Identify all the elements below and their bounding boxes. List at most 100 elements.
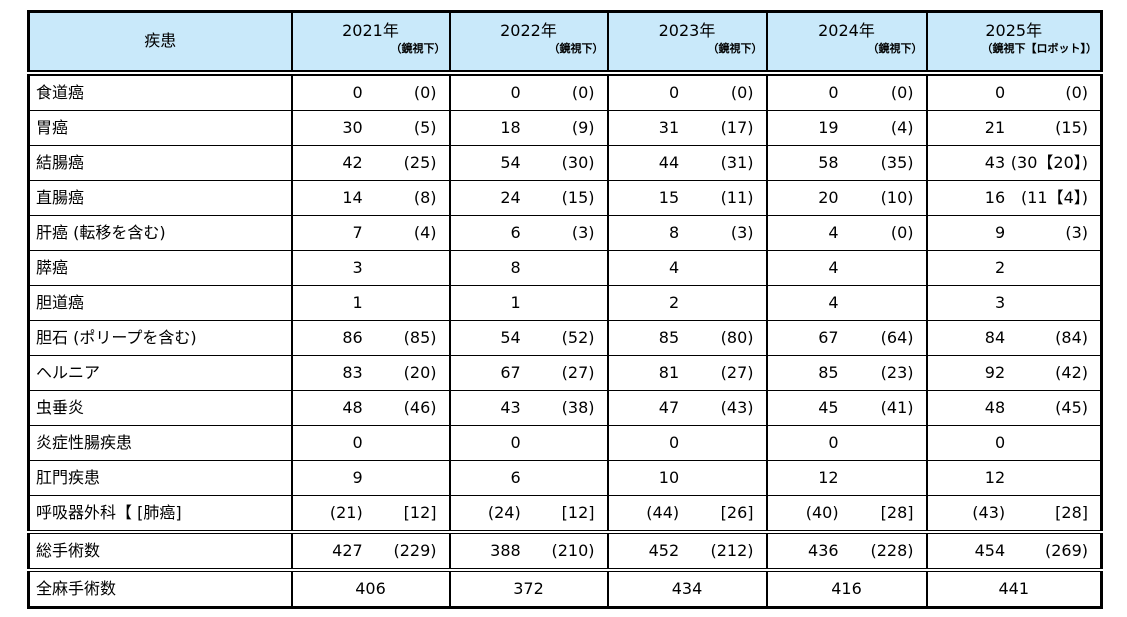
value-cell: 388 (210) — [448, 530, 609, 571]
count-main: 436 — [808, 540, 839, 560]
count-sub: (17) — [720, 117, 754, 137]
year-sub-label: （鏡視下） — [390, 42, 446, 56]
count-sub: (30【20】) — [1010, 152, 1088, 172]
value-cell: 18 (9) — [448, 110, 609, 146]
count-sub: [28] — [1055, 502, 1088, 522]
count-main: 67 — [818, 327, 839, 347]
value-cell: 1 — [290, 285, 451, 321]
count-sub: (4) — [890, 117, 914, 137]
value-cell: 6 (3) — [448, 215, 609, 251]
count-main: 3 — [994, 292, 1006, 312]
value-cell: 2 — [606, 285, 768, 321]
count-main: 12 — [818, 467, 839, 487]
count-main: 7 — [352, 222, 363, 242]
year-sub-label: （鏡視下） — [867, 42, 923, 56]
value-cell: 43 (30【20】) — [925, 145, 1103, 181]
count-main: 18 — [500, 117, 521, 137]
surgery-statistics-table: 疾患 2021年 （鏡視下） 2022年 （鏡視下） 2023年 （鏡視下） 2024年 （鏡… — [27, 10, 1103, 609]
count-main: 0 — [352, 432, 363, 452]
value-cell: 4 (0) — [765, 215, 928, 251]
count-main: 14 — [342, 187, 363, 207]
count-sub: (210) — [551, 540, 595, 560]
count-main: 0 — [828, 82, 839, 102]
count-main: 44 — [658, 152, 680, 172]
value-cell: 42 (25) — [290, 145, 451, 181]
value-cell: 0 (0) — [448, 72, 609, 111]
value-cell: 67 (27) — [448, 355, 609, 391]
count-main: 1 — [510, 292, 521, 312]
value-cell: 44 (31) — [606, 145, 768, 181]
value-cell: (44) [26] — [606, 495, 768, 533]
header-row: 疾患 2021年 （鏡視下） 2022年 （鏡視下） 2023年 （鏡視下） 2024年 （鏡… — [27, 11, 1103, 76]
count-sub: (84) — [1055, 327, 1088, 347]
year-sub-label: （鏡視下） — [707, 42, 763, 56]
count-sub: (25) — [403, 152, 437, 172]
value-cell: (40) [28] — [765, 495, 928, 533]
count-main: 452 — [648, 540, 680, 560]
count-sub: (80) — [720, 327, 754, 347]
year-column-header: 2022年 （鏡視下） — [448, 11, 609, 76]
count-main: 19 — [818, 117, 839, 137]
count-sub: (35) — [880, 152, 914, 172]
count-main: 10 — [658, 467, 680, 487]
table-row: ヘルニア 83 (20) 67 (27) 81 (27) 85 (23) 92 (42) — [27, 355, 1103, 391]
year-column-header: 2024年 （鏡視下） — [765, 11, 928, 76]
count-sub: (0) — [1065, 82, 1088, 102]
value-cell: 48 (46) — [290, 390, 451, 426]
value-cell: 1 — [448, 285, 609, 321]
count-sub: (3) — [730, 222, 754, 242]
count-sub: (228) — [870, 540, 914, 560]
count-sub: (212) — [710, 540, 754, 560]
disease-label: 胆石 (ポリープを含む) — [27, 320, 293, 356]
year-sub-label: （鏡視下【ロボット】） — [981, 42, 1098, 56]
count-main: 8 — [668, 222, 680, 242]
year-column-header: 2023年 （鏡視下） — [606, 11, 768, 76]
count-main: 54 — [500, 152, 521, 172]
count-sub: (43) — [720, 397, 754, 417]
value-cell: 8 — [448, 250, 609, 286]
count-main: (43) — [972, 502, 1006, 522]
value-cell: 0 — [925, 425, 1103, 461]
count-sub: (27) — [720, 362, 754, 382]
value-cell: 0 (0) — [290, 72, 451, 111]
count-sub: (42) — [1055, 362, 1088, 382]
table-row: 結腸癌 42 (25) 54 (30) 44 (31) 58 (35) 43 (30【20】) — [27, 145, 1103, 181]
count-sub: (46) — [403, 397, 437, 417]
value-cell: 4 — [606, 250, 768, 286]
value-cell: 85 (23) — [765, 355, 928, 391]
value-cell: 21 (15) — [925, 110, 1103, 146]
table-row: 胆石 (ポリープを含む) 86 (85) 54 (52) 85 (80) 67 (64) 84 (8… — [27, 320, 1103, 356]
count-main: 47 — [658, 397, 680, 417]
year-label: 2023年 — [658, 21, 716, 40]
value-cell: 7 (4) — [290, 215, 451, 251]
count-main: 427 — [332, 540, 363, 560]
value-cell: 4 — [765, 250, 928, 286]
value-cell: 441 — [925, 568, 1103, 608]
value-cell: 6 — [448, 460, 609, 496]
count-main: 67 — [500, 362, 521, 382]
value-cell: 16 (11【4】) — [925, 180, 1103, 216]
count-main: 92 — [984, 362, 1006, 382]
count-sub: (20) — [403, 362, 437, 382]
value-cell: 0 (0) — [765, 72, 928, 111]
disease-column-header: 疾患 — [27, 11, 293, 76]
count-main: 4 — [828, 292, 839, 312]
count-main: 45 — [818, 397, 839, 417]
disease-label: 総手術数 — [27, 530, 293, 571]
count-main: 84 — [984, 327, 1006, 347]
value-cell: 48 (45) — [925, 390, 1103, 426]
value-cell: (43) [28] — [925, 495, 1103, 533]
count-main: 2 — [994, 257, 1006, 277]
count-main: 0 — [510, 432, 521, 452]
count-sub: (38) — [561, 397, 595, 417]
value-cell: 14 (8) — [290, 180, 451, 216]
count-main: 83 — [342, 362, 363, 382]
count-main: 85 — [818, 362, 839, 382]
value-cell: 12 — [925, 460, 1103, 496]
value-cell: 0 (0) — [925, 72, 1103, 111]
count-sub: (45) — [1055, 397, 1088, 417]
count-sub: [26] — [720, 502, 754, 522]
value-cell: 30 (5) — [290, 110, 451, 146]
count-main: 0 — [994, 432, 1006, 452]
value-cell: 12 — [765, 460, 928, 496]
